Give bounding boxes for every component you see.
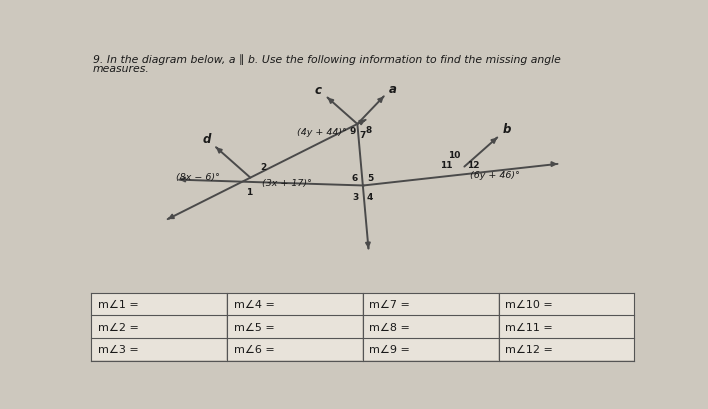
Text: m∠3 =: m∠3 = [98,345,139,355]
Bar [363,339,498,361]
Text: b: b [503,123,511,136]
Bar [227,316,362,338]
Text: m∠5 =: m∠5 = [234,322,275,332]
Bar [227,294,362,315]
Text: (3x + 17)°: (3x + 17)° [263,178,312,187]
Text: m∠12 =: m∠12 = [506,345,553,355]
Text: 12: 12 [467,160,479,169]
Text: 2: 2 [261,162,266,171]
Text: (4y + 44)°: (4y + 44)° [297,128,346,137]
Text: 7: 7 [360,131,366,140]
Bar [92,339,227,361]
Text: 6: 6 [351,173,358,182]
Text: a: a [389,83,397,95]
Text: m∠6 =: m∠6 = [234,345,275,355]
Text: m∠7 =: m∠7 = [370,299,411,310]
Bar [499,316,634,338]
Text: m∠10 =: m∠10 = [506,299,553,310]
Bar [363,294,498,315]
Text: d: d [202,133,210,145]
Text: m∠11 =: m∠11 = [506,322,553,332]
Bar [227,339,362,361]
Text: (6y + 46)°: (6y + 46)° [470,171,520,180]
Text: m∠1 =: m∠1 = [98,299,139,310]
Text: m∠9 =: m∠9 = [370,345,411,355]
Text: 4: 4 [366,193,372,202]
Text: 9: 9 [349,127,355,136]
Text: c: c [315,84,322,97]
Bar [92,294,227,315]
Bar [363,316,498,338]
Text: 3: 3 [352,193,358,202]
Text: 1: 1 [246,188,252,197]
Text: m∠2 =: m∠2 = [98,322,139,332]
Text: m∠4 =: m∠4 = [234,299,275,310]
Text: 11: 11 [440,161,452,170]
Text: 10: 10 [447,151,460,160]
Bar [499,294,634,315]
Text: m∠8 =: m∠8 = [370,322,411,332]
Text: 8: 8 [365,125,372,134]
Bar [92,316,227,338]
Bar [499,339,634,361]
Text: 5: 5 [367,174,374,183]
Text: (8x − 6)°: (8x − 6)° [176,172,220,181]
Text: measures.: measures. [93,64,150,74]
Text: 9. In the diagram below, a ∥ b. Use the following information to find the missin: 9. In the diagram below, a ∥ b. Use the … [93,54,561,65]
